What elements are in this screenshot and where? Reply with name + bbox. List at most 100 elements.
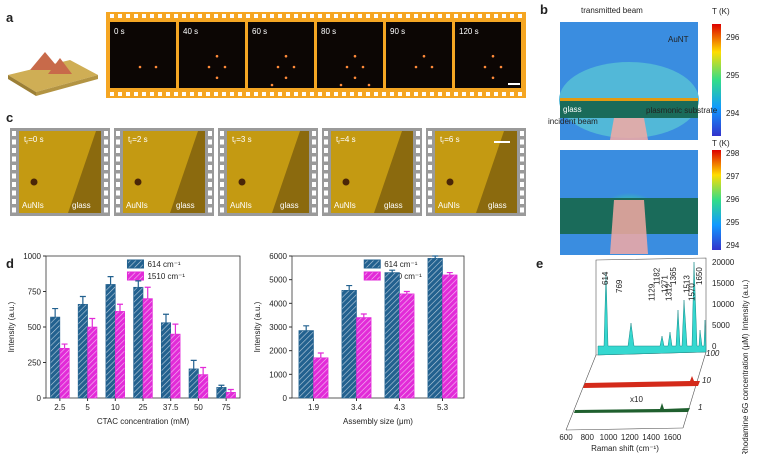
perforation: [246, 14, 250, 18]
panel-label: c: [6, 110, 13, 125]
colorbar-tick-label: 295: [726, 71, 740, 80]
peak-label: 1312: [664, 283, 673, 301]
perforation: [254, 92, 258, 96]
particle-dot: [138, 65, 142, 69]
perforation: [110, 14, 114, 18]
error-bar: [79, 295, 86, 305]
perforation: [520, 148, 524, 153]
perforation: [126, 92, 130, 96]
perforation: [222, 14, 226, 18]
colorbar-tick-label: 294: [726, 241, 740, 250]
spectrum-trace: [574, 403, 690, 413]
perforation: [220, 156, 224, 162]
perforation: [104, 173, 108, 179]
particle-dot: [367, 83, 371, 87]
frames: 0 s 40 s 60 s 80 s 90 s 120 s: [110, 22, 521, 88]
colorbar: [712, 24, 721, 136]
perforation: [310, 14, 314, 18]
perforation: [174, 14, 178, 18]
perforation: [150, 14, 154, 18]
perforation: [520, 131, 524, 136]
perforation: [118, 14, 122, 18]
perforation: [116, 207, 120, 213]
peak-label: 1129: [648, 283, 657, 301]
peak-label: 1271: [661, 275, 670, 293]
particle-dot: [154, 65, 158, 69]
x-tick-label: 5: [85, 403, 90, 412]
perforation: [324, 190, 328, 196]
x-axis-label: Assembly size (μm): [343, 417, 413, 426]
perforation: [374, 92, 378, 96]
bar: [198, 374, 209, 399]
perforation: [312, 173, 316, 179]
perforation: [520, 165, 524, 170]
time-part: r: [234, 140, 236, 146]
perforation: [428, 190, 432, 196]
error-bar: [172, 323, 179, 335]
perforation: [428, 199, 432, 204]
perforation: [428, 156, 432, 162]
y-tick-label: 500: [28, 323, 42, 332]
perforation: [220, 139, 224, 145]
panel-label: a: [6, 10, 14, 25]
perforation: [198, 92, 202, 96]
spectrum-trace: [583, 376, 700, 388]
y-tick-label: 4000: [269, 299, 287, 308]
perforation: [262, 92, 266, 96]
bar: [160, 322, 172, 399]
error-bar: [200, 366, 207, 375]
perforation: [438, 14, 442, 18]
legend-swatch: [126, 271, 144, 281]
perforation: [446, 92, 450, 96]
particle-dot: [422, 54, 426, 58]
perforation: [12, 173, 16, 179]
region-label: AuNIs: [438, 201, 460, 210]
frame-time: tr=2 s: [128, 135, 148, 146]
perforation: [430, 14, 434, 18]
region-label: glass: [72, 201, 91, 210]
perforation: [262, 14, 266, 18]
frame: [110, 22, 176, 88]
error-bar: [227, 388, 234, 393]
time-part: =3 s: [236, 135, 251, 144]
perforation: [326, 92, 330, 96]
y-tick-label: 250: [28, 359, 42, 368]
perforation: [416, 182, 420, 187]
time-part: t: [128, 135, 131, 144]
perforation: [208, 131, 212, 136]
y-tick-label: 2000: [269, 347, 287, 356]
colorbar-unit: T (K): [712, 7, 730, 16]
region-label: glass: [488, 201, 507, 210]
substrate-edge: [36, 75, 98, 96]
perforation: [220, 165, 224, 170]
frame: [179, 22, 245, 88]
y-tick-label: 20000: [712, 258, 735, 267]
perforation: [398, 92, 402, 96]
y-tick-label: 3000: [269, 323, 287, 332]
y-tick-label: 1000: [269, 370, 287, 379]
annotation: transmitted beam: [581, 6, 643, 15]
perforation: [118, 92, 122, 96]
perforation: [520, 156, 524, 162]
peak-label: 1513: [683, 275, 692, 293]
time-part: =2 s: [132, 135, 147, 144]
perforation: [238, 14, 242, 18]
particle-dot: [270, 83, 274, 87]
colorbar-tick-label: 298: [726, 149, 740, 158]
perforation: [398, 14, 402, 18]
perforation: [430, 92, 434, 96]
colorbar-tick-label: 296: [726, 195, 740, 204]
perforation: [134, 92, 138, 96]
peak-label: 1182: [653, 267, 662, 285]
perforation: [182, 14, 186, 18]
perforation: [208, 148, 212, 153]
bar: [133, 286, 144, 399]
legend-swatch: [363, 271, 381, 281]
colorbar: [712, 150, 721, 250]
perforation: [12, 131, 16, 136]
perforation: [324, 207, 328, 213]
frame: [386, 22, 452, 88]
perforation: [318, 92, 322, 96]
x-axis-label: CTAC concentration (mM): [97, 417, 190, 426]
